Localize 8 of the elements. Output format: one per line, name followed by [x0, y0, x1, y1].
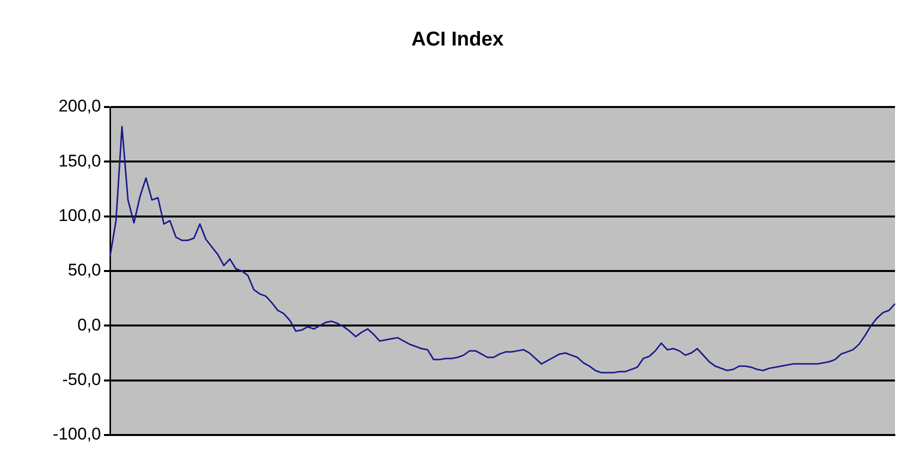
chart-title: ACI Index	[411, 28, 504, 51]
y-tick-label: 0,0	[77, 315, 101, 334]
y-tick-label: 100,0	[58, 206, 101, 226]
y-tick-label: 200,0	[58, 96, 101, 116]
y-tick-label: -50,0	[62, 370, 101, 390]
y-tick-label: 50,0	[68, 260, 101, 280]
y-tick-label: 150,0	[58, 151, 101, 170]
y-tick-label: -100,0	[52, 424, 101, 444]
